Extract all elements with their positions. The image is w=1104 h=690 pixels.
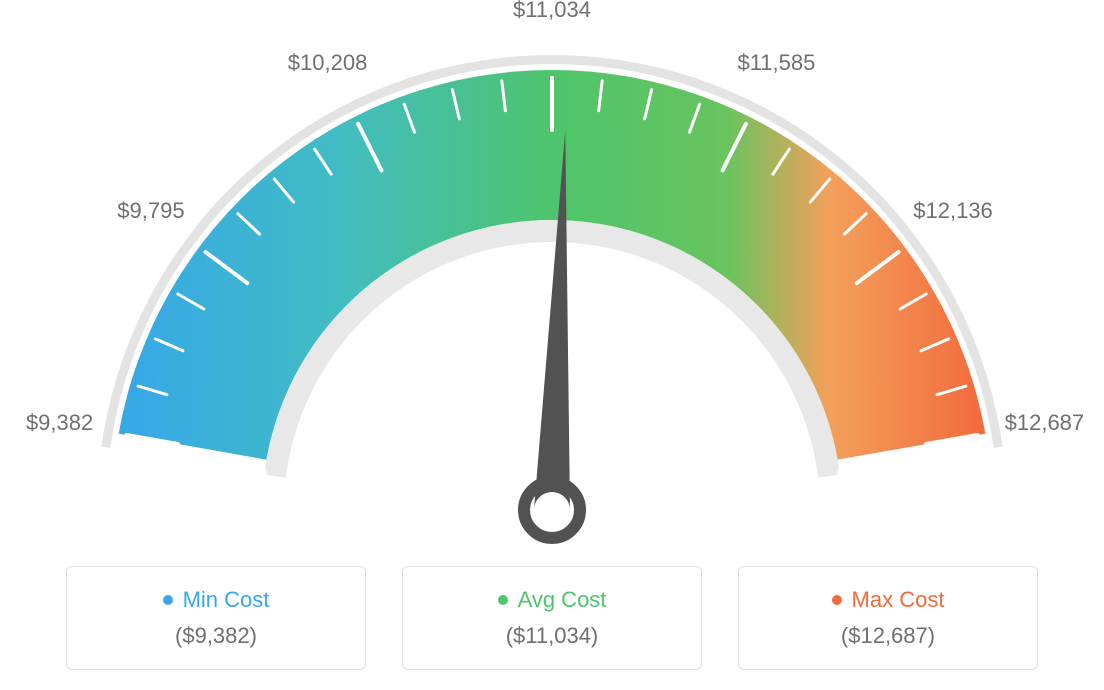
gauge-tick-label: $9,382 xyxy=(26,410,93,436)
legend-min-value: ($9,382) xyxy=(175,623,257,649)
legend-row: Min Cost ($9,382) Avg Cost ($11,034) Max… xyxy=(0,566,1104,670)
legend-max-header: Max Cost xyxy=(832,587,945,613)
cost-gauge-chart: { "gauge": { "type": "gauge", "center_x"… xyxy=(0,0,1104,690)
legend-dot-max-icon xyxy=(832,595,842,605)
gauge-tick-label: $11,034 xyxy=(513,0,591,23)
gauge-area: $9,382 $9,795 $10,208 $11,034 $11,585 $12,136… xyxy=(0,0,1104,560)
legend-dot-avg-icon xyxy=(498,595,508,605)
legend-card-min: Min Cost ($9,382) xyxy=(66,566,366,670)
legend-max-label: Max Cost xyxy=(852,587,945,613)
gauge-tick-label: $10,208 xyxy=(288,50,368,76)
legend-max-value: ($12,687) xyxy=(841,623,935,649)
legend-avg-value: ($11,034) xyxy=(506,623,599,649)
gauge-tick-label: $12,136 xyxy=(913,198,993,224)
gauge-svg xyxy=(0,0,1104,560)
legend-card-max: Max Cost ($12,687) xyxy=(738,566,1038,670)
gauge-tick-label: $12,687 xyxy=(1005,410,1085,436)
legend-card-avg: Avg Cost ($11,034) xyxy=(402,566,702,670)
gauge-tick-label: $11,585 xyxy=(737,50,815,76)
gauge-tick-label: $9,795 xyxy=(117,198,184,224)
legend-avg-header: Avg Cost xyxy=(498,587,607,613)
legend-dot-min-icon xyxy=(163,595,173,605)
legend-min-header: Min Cost xyxy=(163,587,270,613)
legend-avg-label: Avg Cost xyxy=(518,587,607,613)
legend-min-label: Min Cost xyxy=(183,587,270,613)
